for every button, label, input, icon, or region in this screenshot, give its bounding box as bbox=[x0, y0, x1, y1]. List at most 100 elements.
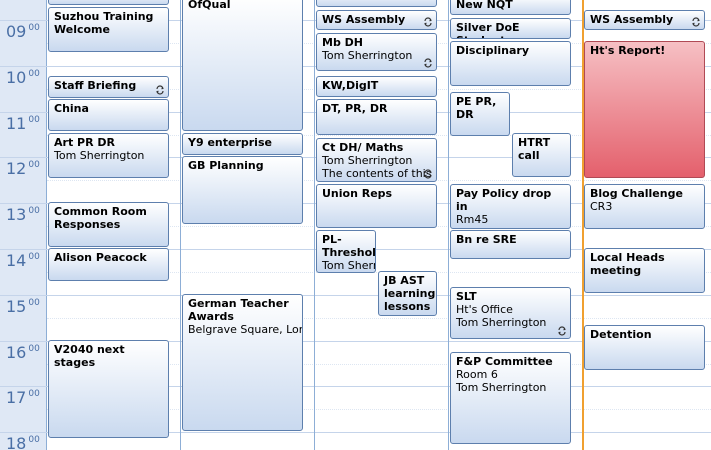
hour: 13 bbox=[6, 205, 27, 225]
day-separator bbox=[314, 0, 315, 450]
appointment[interactable]: V2040 next stages bbox=[48, 340, 169, 438]
appointment[interactable]: SLT Ht's Office Tom Sherrington bbox=[450, 287, 571, 339]
minutes: 00 bbox=[28, 252, 40, 262]
hour: 16 bbox=[6, 342, 27, 362]
recurrence-icon bbox=[692, 17, 700, 27]
hour-line bbox=[0, 386, 711, 388]
time-label: 13 00 bbox=[6, 207, 40, 223]
day-separator bbox=[180, 0, 181, 450]
minutes: 00 bbox=[28, 435, 40, 446]
minutes: 00 bbox=[28, 389, 40, 400]
appointment[interactable]: Bn re SRE bbox=[450, 230, 571, 259]
appointment[interactable]: German Teacher Awards Belgrave Square, Lo… bbox=[182, 294, 303, 431]
appointment[interactable]: Common Room Responses bbox=[48, 202, 169, 247]
appointment[interactable]: Staff Briefing bbox=[48, 76, 169, 98]
appointment-title: Y9 enterprise bbox=[188, 136, 272, 149]
appointment-title: HTRT call bbox=[518, 136, 551, 162]
appointment-title: Local Heads meeting bbox=[590, 251, 665, 277]
appointment[interactable]: Ct DH/ Maths Tom Sherrington The contents … bbox=[316, 138, 437, 182]
time-label: 16 00 bbox=[6, 342, 40, 362]
hour-line bbox=[0, 432, 711, 434]
appointment-title: V2040 next stages bbox=[54, 343, 125, 369]
appointment[interactable]: Mb DH Tom Sherrington bbox=[316, 33, 437, 71]
appointment[interactable]: Y9 enterprise bbox=[182, 133, 303, 155]
minutes: 00 bbox=[28, 23, 40, 33]
hour: 15 bbox=[6, 296, 27, 316]
appointment[interactable]: Local Heads meeting bbox=[584, 248, 705, 293]
time-label: 12 00 bbox=[6, 161, 40, 177]
time-label: 10 00 bbox=[6, 67, 40, 87]
minutes: 00 bbox=[28, 206, 40, 217]
appointment-detail: The contents of this bbox=[322, 167, 432, 180]
appointment[interactable]: Union Reps bbox=[316, 184, 437, 228]
appointment-title: Union Reps bbox=[322, 187, 393, 200]
appointment-title: Ct DH/ Maths bbox=[322, 141, 404, 154]
time-label: 17 00 bbox=[6, 390, 40, 406]
appointment[interactable]: Art PR DR Tom Sherrington bbox=[48, 133, 169, 178]
event-partial bbox=[316, 0, 437, 7]
appointment-title: Ht's Report! bbox=[590, 44, 666, 57]
appointment[interactable]: Ht's Report! bbox=[584, 41, 705, 178]
appointment-detail: CR3 bbox=[590, 200, 613, 213]
appointment[interactable]: China bbox=[48, 99, 169, 131]
appointment-title: Staff Briefing bbox=[54, 79, 137, 92]
appointment-title: German Teacher Awards bbox=[188, 297, 289, 323]
minutes: 00 bbox=[28, 297, 40, 308]
appointment[interactable]: Disciplinary bbox=[450, 41, 571, 86]
appointment[interactable]: WS Assembly bbox=[316, 10, 437, 30]
appointment-title: Blog Challenge bbox=[590, 187, 683, 200]
minutes: 00 bbox=[28, 343, 40, 354]
appointment-title: GB Planning bbox=[188, 159, 264, 172]
appointment-detail: Belgrave Square, London bbox=[188, 323, 302, 336]
appointment[interactable]: Alison Peacock bbox=[48, 248, 169, 281]
appointment-title: Alison Peacock bbox=[54, 251, 147, 264]
appointment-title: Disciplinary bbox=[456, 44, 530, 57]
appointment-title: Mb DH bbox=[322, 36, 363, 49]
appointment-title: Silver DoE Students bbox=[456, 21, 520, 38]
appointment[interactable]: PL-ThresholdTom Sherr bbox=[316, 230, 376, 273]
appointment[interactable]: JB AST learning lessons bbox=[378, 271, 437, 316]
appointment-title: New NQT bbox=[456, 0, 513, 11]
time-label: 14 00 bbox=[6, 253, 40, 269]
appointment[interactable]: HTRT call bbox=[512, 133, 571, 177]
recurrence-icon bbox=[424, 169, 432, 179]
recurrence-icon bbox=[558, 326, 566, 336]
appointment-title: OfQual bbox=[188, 0, 231, 11]
appointment[interactable]: KW,DigIT bbox=[316, 76, 437, 97]
hour-line bbox=[0, 340, 711, 342]
appointment-title: Detention bbox=[590, 328, 652, 341]
appointment-title: Art PR DR bbox=[54, 136, 115, 149]
appointment[interactable]: OfQual bbox=[182, 0, 303, 131]
appointment[interactable]: Silver DoE Students bbox=[450, 18, 571, 39]
appointment-title: Common Room Responses bbox=[54, 205, 147, 231]
half-hour-line bbox=[47, 363, 711, 365]
appointment[interactable]: DT, PR, DR bbox=[316, 99, 437, 135]
appointment-detail: Tom Sherrington bbox=[322, 49, 413, 62]
hour: 10 bbox=[6, 67, 27, 87]
hour-line bbox=[0, 294, 711, 296]
appointment-title: SLT bbox=[456, 290, 477, 303]
time-column bbox=[0, 0, 47, 450]
appointment-title: WS Assembly bbox=[590, 13, 674, 26]
appointment[interactable]: PE PR, DR bbox=[450, 92, 510, 136]
appointment[interactable]: F&P Committee Room 6 Tom Sherrington bbox=[450, 352, 571, 444]
appointment[interactable]: Blog Challenge CR3 bbox=[584, 184, 705, 229]
appointment-title: WS Assembly bbox=[322, 13, 406, 26]
hour: 11 bbox=[6, 113, 27, 133]
time-label: 18 00 bbox=[6, 436, 40, 450]
appointment-detail: Tom Sherrington bbox=[54, 149, 145, 162]
appointment[interactable]: GB Planning bbox=[182, 156, 303, 224]
appointment-title: Bn re SRE bbox=[456, 233, 517, 246]
appointment-title: F&P Committee bbox=[456, 355, 553, 368]
appointment[interactable]: Suzhou Training Welcome bbox=[48, 7, 169, 52]
appointment-detail: Tom Sherrington bbox=[322, 154, 413, 167]
appointment-title: JB AST learning lessons bbox=[384, 274, 436, 313]
appointment[interactable]: Pay Policy drop in Rm45 bbox=[450, 184, 571, 229]
hour: 18 bbox=[6, 434, 27, 450]
appointment[interactable]: WS Assembly bbox=[584, 10, 705, 30]
hour: 09 bbox=[6, 22, 27, 41]
appointment[interactable]: Detention bbox=[584, 325, 705, 370]
appointment[interactable]: New NQT bbox=[450, 0, 571, 15]
appointment-title: China bbox=[54, 102, 89, 115]
